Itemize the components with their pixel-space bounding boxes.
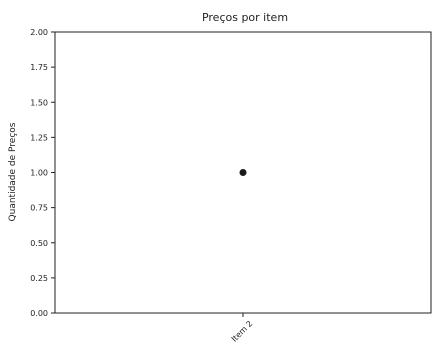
plot-area-frame [54,31,432,314]
data-points [239,169,247,176]
y-tick-label: 0.75 [30,204,48,213]
data-point [239,169,247,176]
y-tick-label: 0.00 [30,309,48,318]
y-tick-label: 0.50 [30,239,48,248]
y-axis-ticks: 0.00 0.25 0.50 0.75 1.00 1.25 1.50 1.75 2.00 [30,28,55,318]
y-tick-label: 1.25 [30,133,48,142]
y-tick-label: 2.00 [30,28,48,37]
y-tick-label: 1.50 [30,98,48,107]
chart-title: Preços por item [202,11,288,24]
y-axis-label: Quantidade de Preços [8,122,18,221]
y-tick-label: 1.75 [30,63,48,72]
y-tick-label: 0.25 [30,274,48,283]
y-tick-label: 1.00 [30,169,48,178]
